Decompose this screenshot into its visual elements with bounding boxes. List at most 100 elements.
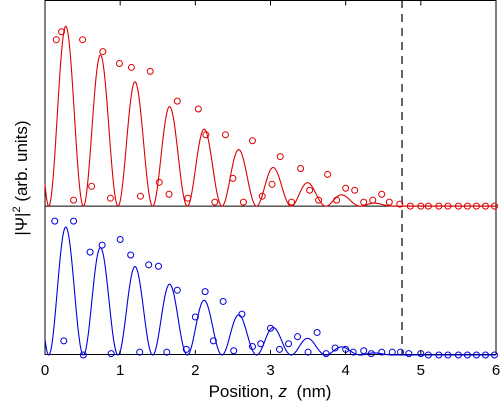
upper-series-marker [360,198,368,206]
lower-series-marker [463,351,471,359]
lower-series-marker [331,344,339,352]
upper-series-marker [202,131,210,139]
lower-series-marker [322,350,330,358]
lower-series-marker [248,343,256,351]
y-axis-label-main: |Ψ| [12,213,31,236]
upper-series-marker [324,170,332,178]
upper-series-marker [194,105,202,113]
upper-series-marker [378,190,386,198]
upper-series-curve [44,25,496,207]
upper-series-marker [297,164,305,172]
lower-series-marker [313,328,321,336]
upper-series-marker [70,196,78,204]
upper-series-marker [435,202,443,210]
lower-series-marker [349,348,357,356]
lower-series-marker [51,217,59,225]
upper-series-marker [417,202,425,210]
upper-series-marker [184,194,192,202]
upper-series-marker [333,196,341,204]
lower-series-marker [127,251,135,259]
upper-series-marker [127,63,135,71]
lower-series-marker [155,262,163,270]
lower-series-marker [201,288,209,296]
upper-series-marker [52,36,60,44]
lower-series-marker [98,241,106,249]
lower-series-marker [257,340,265,348]
upper-series-marker [396,200,404,208]
upper-series-marker [99,48,107,56]
x-axis-label: Position, z (nm) [209,382,332,401]
upper-series-marker [406,202,414,210]
y-axis-label-exponent: 2 [11,206,23,212]
lower-series-marker [60,337,68,345]
upper-series-marker [58,28,66,36]
lower-series-marker [173,286,181,294]
lower-series-marker [435,351,443,359]
x-tick-label: 2 [191,362,199,379]
lower-series-marker [454,351,462,359]
upper-series-marker [239,198,247,206]
lower-series-marker [367,350,375,358]
x-axis: 0 1 2 3 4 5 6 [41,0,500,379]
upper-series-marker [79,36,87,44]
lower-series-marker [405,350,413,358]
lower-series-marker [304,348,312,356]
upper-series-marker [258,192,266,200]
lower-series-marker [191,313,199,321]
upper-series-marker [490,202,498,210]
upper-series-marker [351,186,359,194]
lower-series-marker [481,351,489,359]
x-tick-label: 4 [341,362,349,379]
upper-series-marker [268,180,276,188]
upper-series-marker [288,198,296,206]
lower-series-marker [424,351,432,359]
upper-series-marker [136,192,144,200]
x-axis-label-prefix: Position, [209,382,279,401]
lower-series-marker [86,248,94,256]
x-tick-label: 3 [266,362,274,379]
y-axis-label-unit: (arb. units) [12,120,31,206]
upper-series-marker [276,153,284,161]
lower-series-marker [209,337,217,345]
lower-series-marker [182,345,190,353]
lower-series-curve [44,226,496,356]
lower-series-marker [107,350,115,358]
upper-series-marker [315,196,323,204]
upper-series-marker [454,202,462,210]
upper-series-marker [88,182,96,190]
x-tick-label: 0 [41,362,49,379]
lower-series-marker [163,348,171,356]
upper-series-marker [306,186,314,194]
upper-series-marker [481,202,489,210]
upper-series-marker [146,67,154,75]
upper-series-marker [385,198,393,206]
lower-series-marker [238,310,246,318]
lower-series-marker [294,333,302,341]
upper-series-marker [342,184,350,192]
lower-series-marker [267,324,274,332]
plot-area [44,0,498,359]
upper-series-marker [221,131,229,139]
x-axis-label-variable: z [278,382,288,401]
upper-series-marker [463,202,471,210]
lower-series-marker [136,348,144,356]
lower-series-marker [285,340,293,348]
lower-series-marker [444,351,452,359]
lower-series-marker [79,351,87,359]
upper-series-marker [173,97,181,105]
upper-series-marker [444,202,452,210]
lower-series-marker [360,347,368,355]
upper-series-marker [369,196,377,204]
lower-series-marker [145,261,153,269]
lower-series-marker [116,235,124,243]
lower-series-marker [219,297,227,305]
upper-series-marker [472,202,480,210]
upper-series-marker [155,178,163,186]
y-axis-label: |Ψ|2 (arb. units) [11,120,31,235]
lower-series-marker [388,348,396,356]
x-axis-label-unit: (nm) [287,382,331,401]
lower-series-marker [397,348,405,356]
lower-series-marker [490,351,498,359]
upper-series-marker [211,198,219,206]
